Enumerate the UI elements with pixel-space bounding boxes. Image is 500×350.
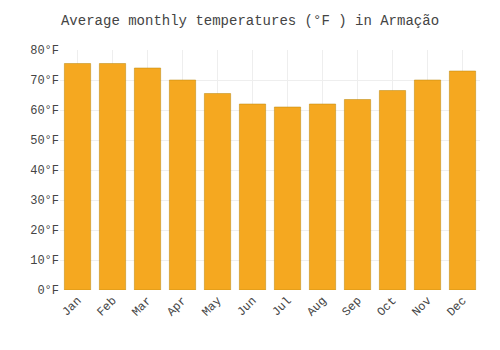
svg-text:10°F: 10°F [30, 254, 59, 268]
svg-text:60°F: 60°F [30, 104, 59, 118]
svg-text:Jun: Jun [234, 294, 259, 319]
svg-text:Nov: Nov [409, 294, 434, 319]
svg-text:Aug: Aug [304, 294, 329, 319]
svg-text:70°F: 70°F [30, 74, 59, 88]
svg-text:30°F: 30°F [30, 194, 59, 208]
svg-text:20°F: 20°F [30, 224, 59, 238]
svg-text:Dec: Dec [444, 294, 469, 319]
svg-text:40°F: 40°F [30, 164, 59, 178]
svg-text:0°F: 0°F [37, 284, 59, 298]
svg-text:Oct: Oct [374, 294, 399, 319]
svg-text:Jul: Jul [269, 294, 294, 319]
svg-text:50°F: 50°F [30, 134, 59, 148]
svg-text:Jan: Jan [59, 294, 84, 319]
svg-text:Mar: Mar [129, 294, 154, 319]
svg-text:80°F: 80°F [30, 44, 59, 58]
svg-text:Apr: Apr [164, 294, 189, 319]
svg-text:Average monthly temperatures (: Average monthly temperatures (°F ) in Ar… [61, 13, 439, 29]
svg-text:Sep: Sep [339, 294, 364, 319]
svg-text:Feb: Feb [94, 294, 119, 319]
svg-text:May: May [199, 294, 224, 319]
